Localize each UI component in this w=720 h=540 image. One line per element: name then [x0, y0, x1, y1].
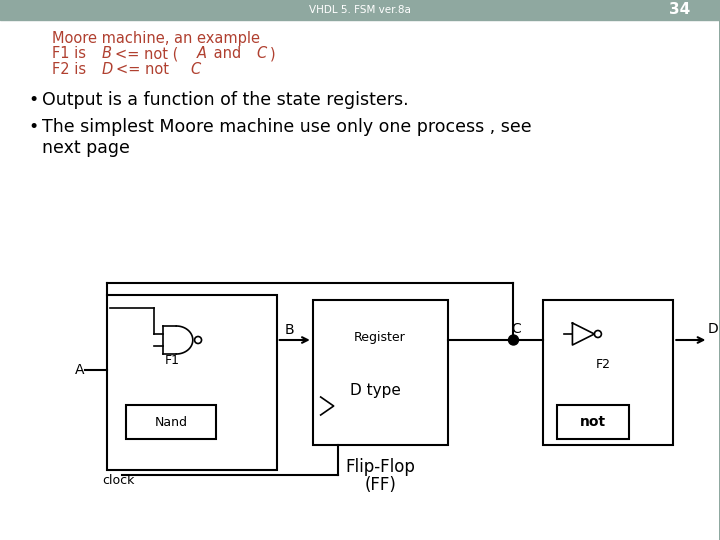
Bar [544, 300, 673, 445]
Text: <= not (: <= not ( [114, 46, 178, 62]
Text: F1 is: F1 is [52, 46, 91, 62]
Bar [557, 405, 629, 439]
Text: not: not [580, 415, 606, 429]
Text: ): ) [270, 46, 276, 62]
Bar [312, 300, 448, 445]
Text: B: B [285, 323, 294, 337]
Text: •: • [28, 91, 38, 109]
Text: next page: next page [42, 139, 130, 157]
Text: Register: Register [354, 332, 406, 345]
Text: C: C [512, 322, 521, 336]
Text: B: B [102, 46, 112, 62]
Text: Nand: Nand [154, 415, 187, 429]
Bar [0, 0, 719, 20]
Text: The simplest Moore machine use only one process , see: The simplest Moore machine use only one … [42, 118, 531, 136]
Text: Output is a function of the state registers.: Output is a function of the state regist… [42, 91, 408, 109]
Text: VHDL 5. FSM ver.8a: VHDL 5. FSM ver.8a [309, 5, 410, 15]
Text: clock: clock [102, 474, 134, 487]
Text: C: C [257, 46, 267, 62]
Text: and: and [210, 46, 246, 62]
Text: •: • [28, 118, 38, 136]
Text: A: A [75, 363, 84, 377]
Text: A: A [197, 46, 207, 62]
Text: C: C [191, 63, 201, 78]
Text: Flip-Flop: Flip-Flop [345, 458, 415, 476]
Bar [126, 405, 216, 439]
Text: F1: F1 [164, 354, 179, 367]
Text: F2: F2 [596, 359, 611, 372]
Text: D: D [708, 322, 719, 336]
Text: (FF): (FF) [364, 476, 396, 494]
Bar [107, 295, 276, 470]
Text: 34: 34 [669, 3, 690, 17]
Circle shape [508, 335, 518, 345]
Text: <= not: <= not [117, 63, 174, 78]
Text: F2 is: F2 is [52, 63, 91, 78]
Text: D type: D type [350, 382, 400, 397]
Text: Moore machine, an example: Moore machine, an example [52, 30, 260, 45]
Text: D: D [102, 63, 113, 78]
